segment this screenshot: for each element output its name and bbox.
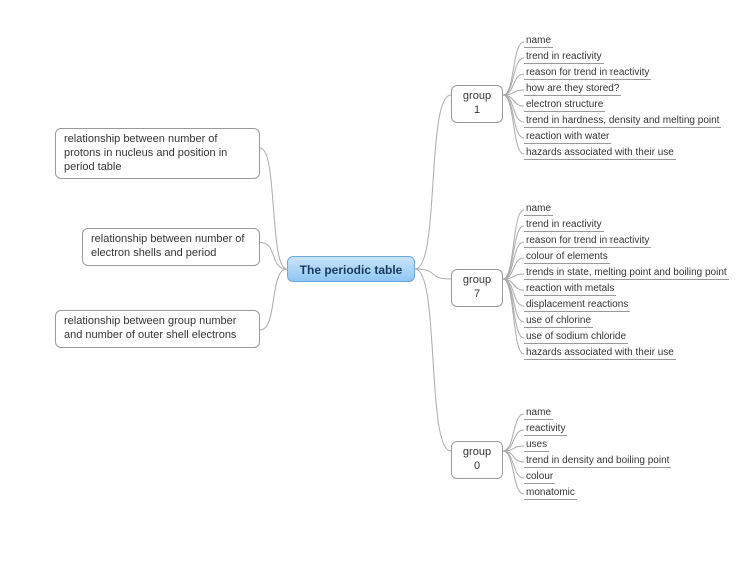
left-node-l2[interactable]: relationship between number of electron … [82,228,260,266]
leaf-g1-2[interactable]: reason for trend in reactivity [524,66,651,80]
leaf-g0-2[interactable]: uses [524,438,549,452]
left-node-l1[interactable]: relationship between number of protons i… [55,128,260,179]
leaf-g1-4[interactable]: electron structure [524,98,605,112]
leaf-g0-1[interactable]: reactivity [524,422,567,436]
leaf-g7-8[interactable]: use of sodium chloride [524,330,628,344]
center-node[interactable]: The periodic table [287,256,415,282]
leaf-g1-0[interactable]: name [524,34,553,48]
leaf-g1-7[interactable]: hazards associated with their use [524,146,676,160]
leaf-g7-0[interactable]: name [524,202,553,216]
leaf-g1-3[interactable]: how are they stored? [524,82,621,96]
leaf-g7-9[interactable]: hazards associated with their use [524,346,676,360]
leaf-g7-5[interactable]: reaction with metals [524,282,616,296]
group-node-g0[interactable]: group 0 [451,441,503,479]
leaf-g0-4[interactable]: colour [524,470,555,484]
leaf-g7-4[interactable]: trends in state, melting point and boili… [524,266,729,280]
leaf-g0-3[interactable]: trend in density and boiling point [524,454,671,468]
left-node-l3[interactable]: relationship between group number and nu… [55,310,260,348]
leaf-g7-6[interactable]: displacement reactions [524,298,630,312]
group-node-g1[interactable]: group 1 [451,85,503,123]
group-node-g7[interactable]: group 7 [451,269,503,307]
leaf-g1-5[interactable]: trend in hardness, density and melting p… [524,114,721,128]
leaf-g7-2[interactable]: reason for trend in reactivity [524,234,651,248]
leaf-g7-7[interactable]: use of chlorine [524,314,593,328]
leaf-g0-0[interactable]: name [524,406,553,420]
leaf-g1-6[interactable]: reaction with water [524,130,611,144]
leaf-g1-1[interactable]: trend in reactivity [524,50,604,64]
leaf-g7-3[interactable]: colour of elements [524,250,610,264]
leaf-g0-5[interactable]: monatomic [524,486,577,500]
leaf-g7-1[interactable]: trend in reactivity [524,218,604,232]
